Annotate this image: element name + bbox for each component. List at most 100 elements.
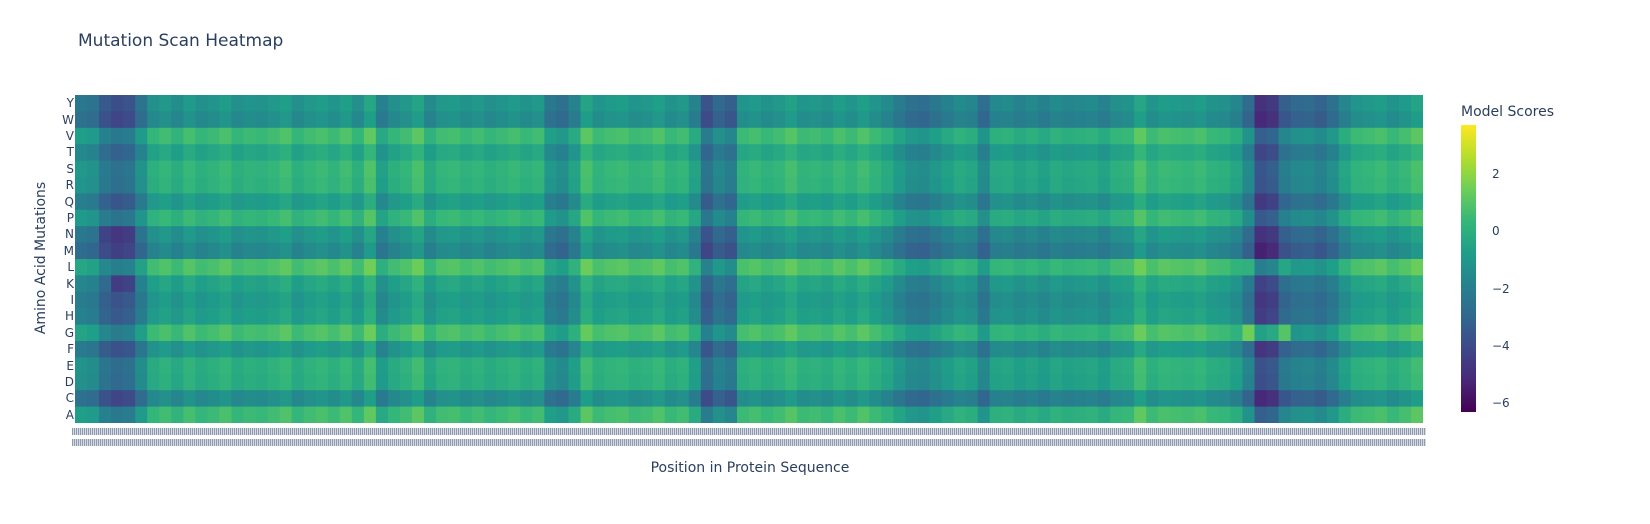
heatmap-cell: [424, 209, 437, 227]
heatmap-cell: [1182, 308, 1195, 326]
heatmap-cell: [1362, 95, 1376, 112]
heatmap-cell: [327, 226, 341, 244]
heatmap-cell: [1230, 177, 1243, 194]
heatmap-cell: [1290, 373, 1304, 391]
heatmap-cell: [977, 177, 991, 194]
heatmap-cell: [1013, 127, 1027, 145]
heatmap-cell: [724, 127, 738, 145]
heatmap-cell: [1218, 144, 1231, 162]
heatmap-cell: [135, 390, 148, 408]
heatmap-cell: [965, 226, 979, 244]
heatmap-cell: [1061, 390, 1075, 408]
heatmap-cell: [1158, 390, 1171, 408]
heatmap-cell: [472, 373, 485, 391]
heatmap-cell: [1362, 341, 1376, 358]
heatmap-cell: [1302, 242, 1316, 260]
heatmap-cell: [1110, 209, 1123, 227]
heatmap-cell: [1122, 144, 1135, 162]
heatmap-cell: [640, 209, 654, 227]
heatmap-cell: [484, 390, 497, 408]
heatmap-cell: [1025, 95, 1039, 112]
heatmap-cell: [881, 357, 894, 375]
heatmap[interactable]: [75, 95, 1423, 423]
heatmap-cell: [1254, 291, 1268, 309]
heatmap-cell: [977, 259, 991, 276]
heatmap-cell: [1338, 111, 1352, 129]
heatmap-cell: [387, 193, 401, 211]
heatmap-cell: [291, 209, 305, 227]
heatmap-cell: [496, 127, 509, 145]
heatmap-cell: [1374, 406, 1388, 423]
heatmap-cell: [700, 209, 714, 227]
heatmap-cell: [616, 406, 630, 423]
heatmap-cell: [472, 242, 485, 260]
heatmap-cell: [893, 127, 906, 145]
heatmap-cell: [1218, 111, 1231, 129]
heatmap-cell: [123, 341, 136, 358]
heatmap-cell: [604, 275, 618, 293]
heatmap-cell: [797, 357, 810, 375]
heatmap-cell: [1073, 111, 1087, 129]
heatmap-cell: [857, 406, 870, 423]
heatmap-cell: [1098, 226, 1111, 244]
heatmap-cell: [303, 357, 317, 375]
heatmap-cell: [544, 341, 557, 358]
heatmap-cell: [1326, 390, 1340, 408]
heatmap-cell: [99, 242, 112, 260]
heatmap-cell: [159, 127, 172, 145]
heatmap-cell: [592, 406, 606, 423]
heatmap-cell: [1338, 193, 1352, 211]
heatmap-cell: [1001, 95, 1015, 112]
heatmap-cell: [1386, 373, 1400, 391]
heatmap-cell: [688, 324, 702, 342]
heatmap-cell: [1230, 193, 1243, 211]
heatmap-cell: [833, 341, 846, 358]
heatmap-cell: [773, 177, 786, 194]
heatmap-cell: [724, 291, 738, 309]
heatmap-cell: [1037, 226, 1051, 244]
heatmap-cell: [917, 242, 931, 260]
heatmap-cell: [1338, 406, 1352, 423]
heatmap-cell: [1001, 144, 1015, 162]
heatmap-cell: [195, 111, 208, 129]
heatmap-cell: [1134, 341, 1147, 358]
heatmap-cell: [1110, 291, 1123, 309]
heatmap-cell: [1110, 259, 1123, 276]
heatmap-cell: [219, 390, 232, 408]
heatmap-cell: [1218, 95, 1231, 112]
heatmap-cell: [303, 177, 317, 194]
heatmap-cell: [592, 95, 606, 112]
heatmap-cell: [460, 242, 473, 260]
heatmap-cell: [1001, 291, 1015, 309]
heatmap-cell: [1158, 226, 1171, 244]
heatmap-cell: [761, 95, 774, 112]
heatmap-cell: [363, 406, 377, 423]
heatmap-cell: [1037, 177, 1051, 194]
heatmap-cell: [484, 226, 497, 244]
heatmap-cell: [520, 160, 533, 178]
heatmap-cell: [303, 160, 317, 178]
heatmap-cell: [640, 341, 654, 358]
heatmap-cell: [1326, 144, 1340, 162]
heatmap-cell: [616, 291, 630, 309]
heatmap-cell: [532, 226, 545, 244]
heatmap-cell: [472, 160, 485, 178]
heatmap-cell: [1410, 291, 1423, 309]
heatmap-cell: [1386, 242, 1400, 260]
heatmap-cell: [712, 193, 726, 211]
heatmap-cell: [917, 324, 931, 342]
heatmap-cell: [75, 160, 88, 178]
heatmap-cell: [1170, 226, 1183, 244]
heatmap-cell: [953, 390, 967, 408]
heatmap-cell: [785, 193, 798, 211]
heatmap-cell: [171, 111, 184, 129]
heatmap-cell: [941, 242, 955, 260]
heatmap-cell: [231, 127, 244, 145]
heatmap-cell: [857, 373, 870, 391]
heatmap-cell: [291, 177, 305, 194]
heatmap-cell: [267, 160, 281, 178]
heatmap-cell: [965, 127, 979, 145]
heatmap-cell: [87, 341, 100, 358]
heatmap-cell: [375, 373, 389, 391]
heatmap-cell: [448, 291, 461, 309]
